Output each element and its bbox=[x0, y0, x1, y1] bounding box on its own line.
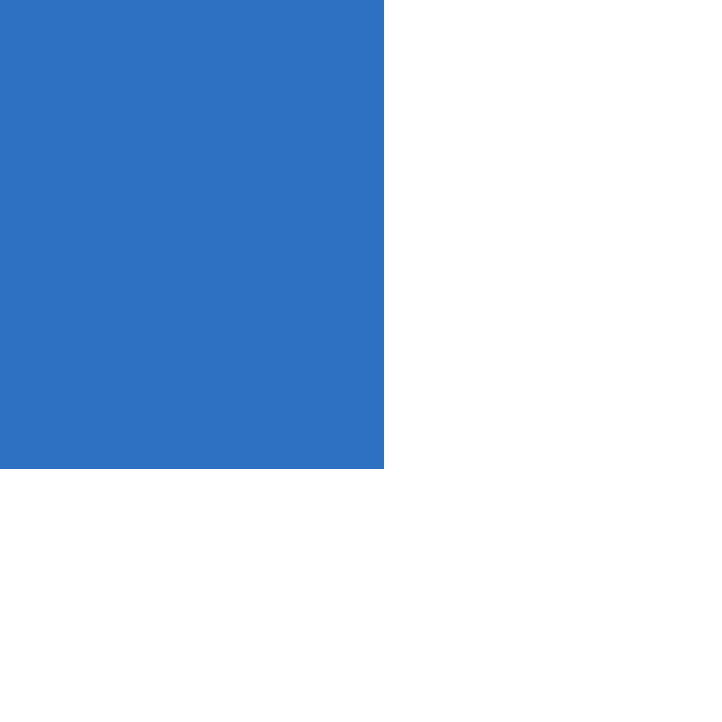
blue-panel[interactable] bbox=[0, 0, 384, 469]
